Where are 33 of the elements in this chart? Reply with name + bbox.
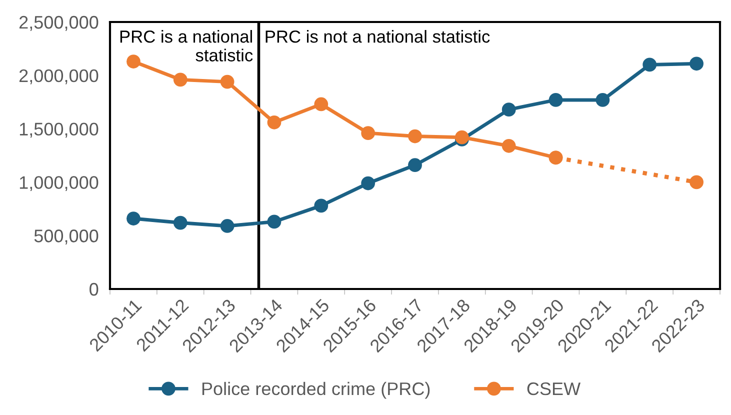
point (173, 72, 188, 87)
point (361, 126, 376, 140)
point (690, 56, 704, 71)
y-tick-label: 1,000,000 (20, 176, 98, 192)
point (267, 115, 282, 130)
point (173, 216, 188, 230)
point (642, 58, 657, 72)
y-tick-label: 2,000,000 (19, 69, 98, 84)
point (267, 214, 282, 229)
point (314, 97, 328, 112)
point (408, 129, 422, 144)
point (454, 130, 469, 144)
point (596, 93, 610, 107)
legend-label: CSEW (527, 382, 581, 396)
point (220, 219, 234, 233)
point (408, 158, 422, 172)
y-tick-label: 1,500,000 (20, 122, 98, 138)
y-tick-label: 0 (90, 282, 98, 296)
annotation: PRC is a national statistic (120, 30, 253, 62)
y-tick-label: 2,500,000 (19, 16, 98, 31)
point (361, 176, 376, 190)
point (502, 138, 516, 153)
point (548, 150, 563, 165)
y-tick-label: 500,000 (34, 230, 98, 244)
point (502, 102, 516, 117)
point (220, 74, 234, 89)
point (314, 198, 328, 213)
point (126, 54, 140, 68)
point (690, 175, 704, 190)
legend-label: Police recorded crime (PRC) (202, 382, 430, 399)
annotation: PRC is not a national statistic (266, 30, 490, 43)
point (126, 212, 140, 226)
point (548, 93, 563, 107)
